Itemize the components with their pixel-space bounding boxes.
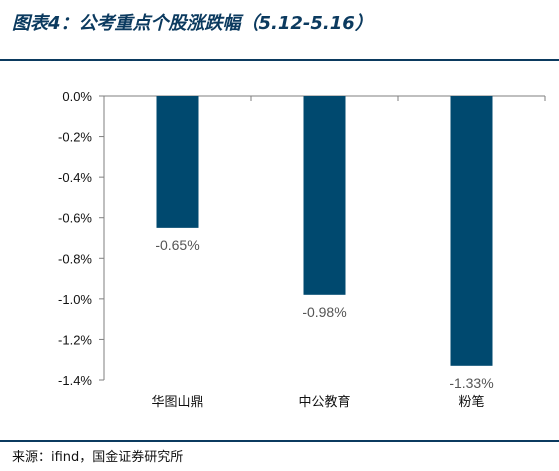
data-label: -0.98% xyxy=(302,304,346,320)
y-tick-label: -0.2% xyxy=(58,130,92,145)
category-label: 华图山鼎 xyxy=(151,395,203,410)
chart-title: 图表4：公考重点个股涨跌幅（5.12-5.16） xyxy=(12,13,373,34)
bottom-rule xyxy=(0,440,559,442)
y-tick-label: -1.0% xyxy=(58,292,92,307)
y-tick-label: -0.4% xyxy=(58,170,92,185)
bar xyxy=(156,96,199,228)
y-tick-label: -0.6% xyxy=(58,211,92,226)
y-tick-label: -1.2% xyxy=(58,332,92,347)
data-label: -1.33% xyxy=(449,375,493,391)
y-tick-label: -0.8% xyxy=(58,251,92,266)
category-label: 中公教育 xyxy=(298,394,350,410)
bar xyxy=(303,96,346,295)
y-tick-label: 0.0% xyxy=(62,89,92,104)
bar xyxy=(450,96,493,366)
y-tick-label: -1.4% xyxy=(58,373,92,388)
category-label: 粉笔 xyxy=(458,394,484,410)
data-label: -0.65% xyxy=(155,237,199,253)
source-note: 来源：ifind，国金证券研究所 xyxy=(12,450,184,465)
top-rule xyxy=(0,59,559,61)
bar-chart: 0.0% -0.2% -0.4% -0.6% -0.8% -1.0% -1.2% -1.4% -… xyxy=(58,89,546,410)
